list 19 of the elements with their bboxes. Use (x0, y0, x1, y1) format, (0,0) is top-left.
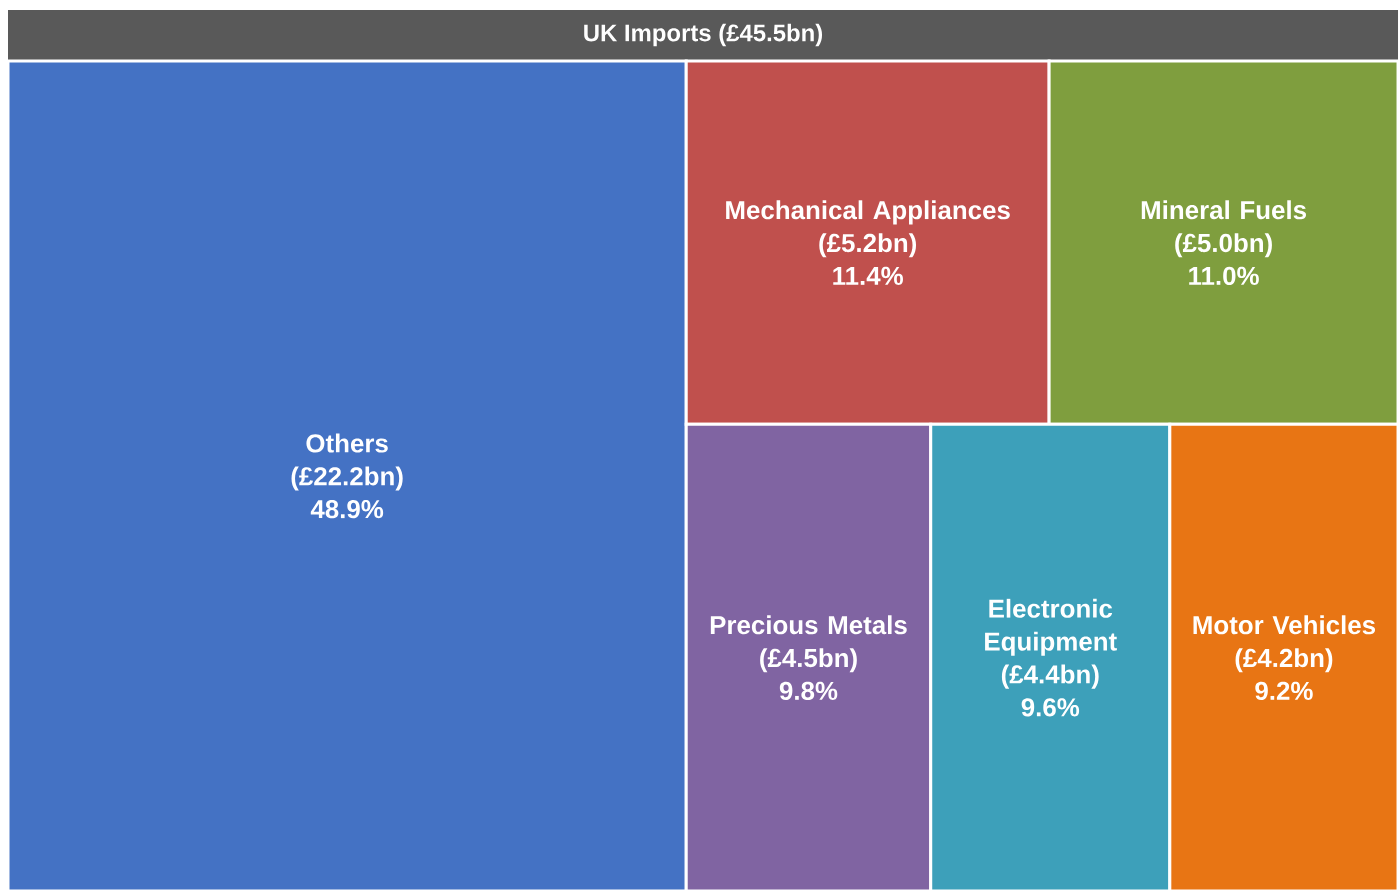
category-label: Others (306, 433, 388, 453)
category-label: Precious Metals (710, 615, 907, 635)
category-label: Mineral Fuels (1141, 200, 1306, 220)
data-label: (£4.2bn) (1235, 648, 1333, 673)
category-label: Electronic Equipment (985, 598, 1117, 656)
data-label: (£4.4bn) (1001, 664, 1099, 689)
data-label: 11.4% (833, 266, 903, 286)
data-label: 9.2% (1255, 681, 1313, 701)
data-label: 9.8% (779, 681, 838, 701)
data-label: (£5.2bn) (819, 233, 917, 258)
data-label: (£22.2bn) (291, 466, 403, 491)
data-label: 48.9% (310, 500, 384, 519)
category-label: Motor Vehicles (1193, 615, 1376, 635)
text: UK Imports (£45.5bn) (584, 23, 823, 47)
data-label: 9.6% (1021, 698, 1080, 717)
data-label: 11.0% (1189, 266, 1259, 286)
category-label: Mechanical Appliances (726, 200, 1010, 225)
data-label: (£5.0bn) (1175, 233, 1272, 258)
data-label: (£4.5bn) (760, 648, 857, 673)
